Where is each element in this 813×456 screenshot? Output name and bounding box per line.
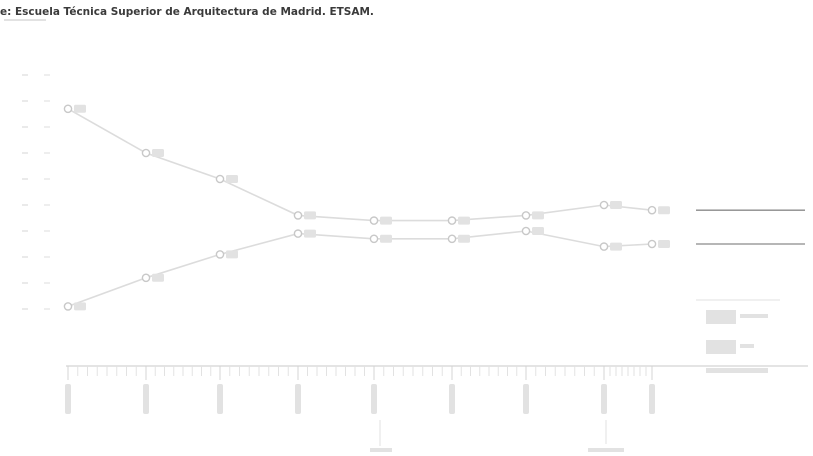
- series-0-data-label-mark-7: [610, 201, 622, 209]
- series-1-data-label-mark-0: [74, 302, 86, 311]
- series-1-point-1: [141, 273, 151, 283]
- x-tick-label-mark-2: [217, 384, 223, 414]
- series-0-data-label-mark-4: [380, 216, 392, 225]
- series-1-point-0: [63, 302, 73, 311]
- x-tick-label-mark-7: [601, 384, 607, 414]
- group-label-mark-2: [588, 448, 624, 452]
- series-1-data-label-mark-8: [658, 240, 670, 248]
- series-1-data-label-mark-7: [610, 242, 622, 251]
- x-tick-label-mark-8: [649, 384, 655, 414]
- chart-ticks: [22, 74, 655, 452]
- series-0-point-4: [369, 216, 379, 225]
- chart-axes: [4, 19, 808, 367]
- series-1-point-4: [369, 234, 379, 244]
- series-0-point-8: [647, 205, 657, 215]
- series-1-data-label-mark-1: [152, 273, 164, 282]
- series-1-point-2: [215, 250, 225, 259]
- source-caption: e: Escuela Técnica Superior de Arquitect…: [0, 6, 374, 18]
- x-tick-label-mark-3: [295, 384, 301, 414]
- series-0-point-1: [141, 148, 151, 158]
- series-1-point-7: [599, 242, 609, 251]
- series-0-point-2: [215, 174, 225, 184]
- series-0-data-label-mark-0: [74, 104, 86, 113]
- x-tick-label-mark-5: [449, 384, 455, 414]
- legend-swatch-2: [706, 340, 736, 354]
- series-1-data-label-mark-4: [380, 234, 392, 243]
- series-1-data-label-mark-2: [226, 250, 238, 259]
- series-1-point-5: [447, 234, 457, 244]
- series-1-data-label-mark-6: [532, 227, 544, 235]
- legend-swatch-1: [706, 310, 736, 324]
- series-0-point-3: [293, 211, 303, 220]
- chart-legend: [696, 299, 780, 373]
- x-tick-label-mark-1: [143, 384, 149, 414]
- series-0-point-5: [447, 216, 457, 225]
- chart-series: [63, 104, 805, 311]
- series-1-data-label-mark-3: [304, 229, 316, 238]
- series-0-line: [67, 108, 653, 222]
- series-0-data-label-mark-5: [458, 216, 470, 225]
- legend-footnote-mark: [706, 368, 768, 373]
- series-0-data-label-mark-6: [532, 211, 544, 220]
- x-tick-label-mark-4: [371, 384, 377, 414]
- series-0-data-label-mark-1: [152, 149, 164, 157]
- series-1-point-6: [521, 226, 531, 236]
- series-0-data-label-mark-8: [658, 206, 670, 215]
- series-1-point-8: [647, 239, 657, 249]
- series-1-line: [67, 230, 653, 308]
- series-0-point-0: [63, 104, 73, 114]
- series-0-data-label-mark-2: [226, 175, 238, 183]
- legend-text-mark-1: [740, 314, 768, 318]
- x-tick-label-mark-6: [523, 384, 529, 414]
- x-tick-label-mark-0: [65, 384, 71, 414]
- series-0-point-7: [599, 200, 609, 210]
- series-0-data-label-mark-3: [304, 211, 316, 220]
- series-1-data-label-mark-5: [458, 234, 470, 243]
- legend-text-mark-2: [740, 344, 754, 348]
- group-label-mark-1: [370, 448, 392, 452]
- series-0-point-6: [521, 211, 531, 220]
- series-1-point-3: [293, 229, 303, 238]
